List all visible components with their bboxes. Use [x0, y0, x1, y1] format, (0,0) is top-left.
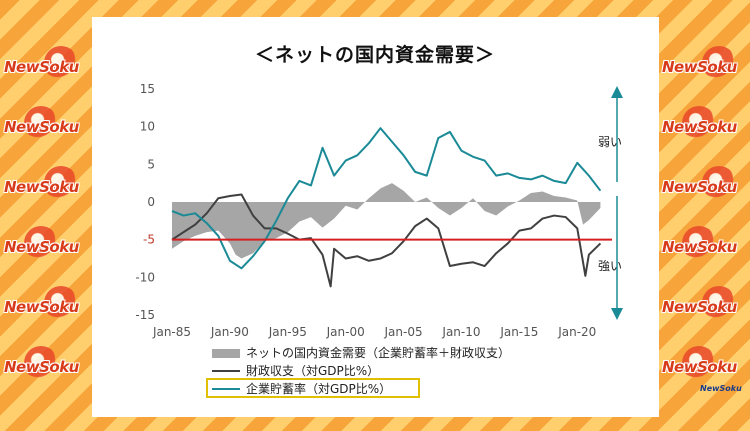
legend-item-corporate: 企業貯蓄率（対GDP比%）: [212, 380, 612, 398]
watermark-disc: [702, 46, 736, 80]
watermark-disc: [702, 166, 736, 200]
watermark-text: NewSoku: [4, 298, 79, 316]
watermark-text: NewSoku: [4, 358, 79, 376]
legend-item-net: ネットの国内資金需要（企業貯蓄率＋財政収支）: [212, 344, 612, 362]
y-tick-label: -5: [143, 233, 155, 247]
y-tick-label: -10: [135, 270, 155, 284]
legend-label-net: ネットの国内資金需要（企業貯蓄率＋財政収支）: [246, 346, 511, 360]
watermark-disc: [44, 166, 78, 200]
watermark-text: NewSoku: [4, 178, 79, 196]
chart-title: ＜ネットの国内資金需要＞: [254, 44, 495, 66]
legend-swatch-net: [212, 349, 240, 358]
watermark-text: NewSoku: [662, 298, 737, 316]
line-corporate-savings: [171, 127, 602, 270]
x-tick-label: Jan-05: [384, 325, 423, 339]
watermark-text: NewSoku: [662, 238, 737, 256]
y-tick-label: 5: [147, 157, 155, 171]
x-tick-label: Jan-85: [152, 325, 191, 339]
watermark-text: NewSoku: [662, 118, 737, 136]
y-tick-label: 0: [147, 195, 155, 209]
watermark-text: NewSoku: [662, 178, 737, 196]
watermark-text: NewSoku: [4, 118, 79, 136]
x-tick-label: Jan-10: [441, 325, 480, 339]
watermark-text: NewSoku: [4, 58, 79, 76]
legend-highlight-box: [206, 378, 420, 398]
annotation-weak: 弱い: [598, 135, 622, 149]
legend-item-fiscal: 財政収支（対GDP比%）: [212, 362, 612, 380]
legend-label-fiscal: 財政収支（対GDP比%）: [246, 364, 380, 378]
watermark-text: NewSoku: [662, 358, 737, 376]
legend-swatch-fiscal: [212, 370, 240, 372]
watermark-disc: [24, 106, 58, 140]
y-tick-label: 15: [140, 82, 155, 96]
annotation-strong: 強い: [598, 259, 622, 273]
legend-swatch-corporate: [212, 388, 240, 390]
watermark-disc: [44, 46, 78, 80]
x-tick-label: Jan-15: [499, 325, 538, 339]
line-fiscal-balance: [171, 193, 602, 288]
watermark-disc: [682, 226, 716, 260]
legend-label-corporate: 企業貯蓄率（対GDP比%）: [246, 382, 392, 396]
watermark-text: NewSoku: [4, 238, 79, 256]
watermark-disc: [24, 346, 58, 380]
watermark-disc: [24, 226, 58, 260]
x-tick-label: Jan-00: [326, 325, 365, 339]
corner-logo: NewSoku: [700, 384, 742, 393]
x-tick-label: Jan-95: [268, 325, 307, 339]
watermark-disc: [682, 106, 716, 140]
watermark-disc: [702, 286, 736, 320]
watermark-disc: [44, 286, 78, 320]
watermark-disc: [682, 346, 716, 380]
area-net-demand: [172, 183, 601, 259]
y-tick-label: 10: [140, 120, 155, 134]
x-tick-label: Jan-90: [210, 325, 249, 339]
legend: ネットの国内資金需要（企業貯蓄率＋財政収支） 財政収支（対GDP比%） 企業貯蓄…: [212, 344, 612, 398]
y-tick-label: -15: [135, 308, 155, 322]
watermark-text: NewSoku: [662, 58, 737, 76]
x-tick-label: Jan-20: [557, 325, 596, 339]
